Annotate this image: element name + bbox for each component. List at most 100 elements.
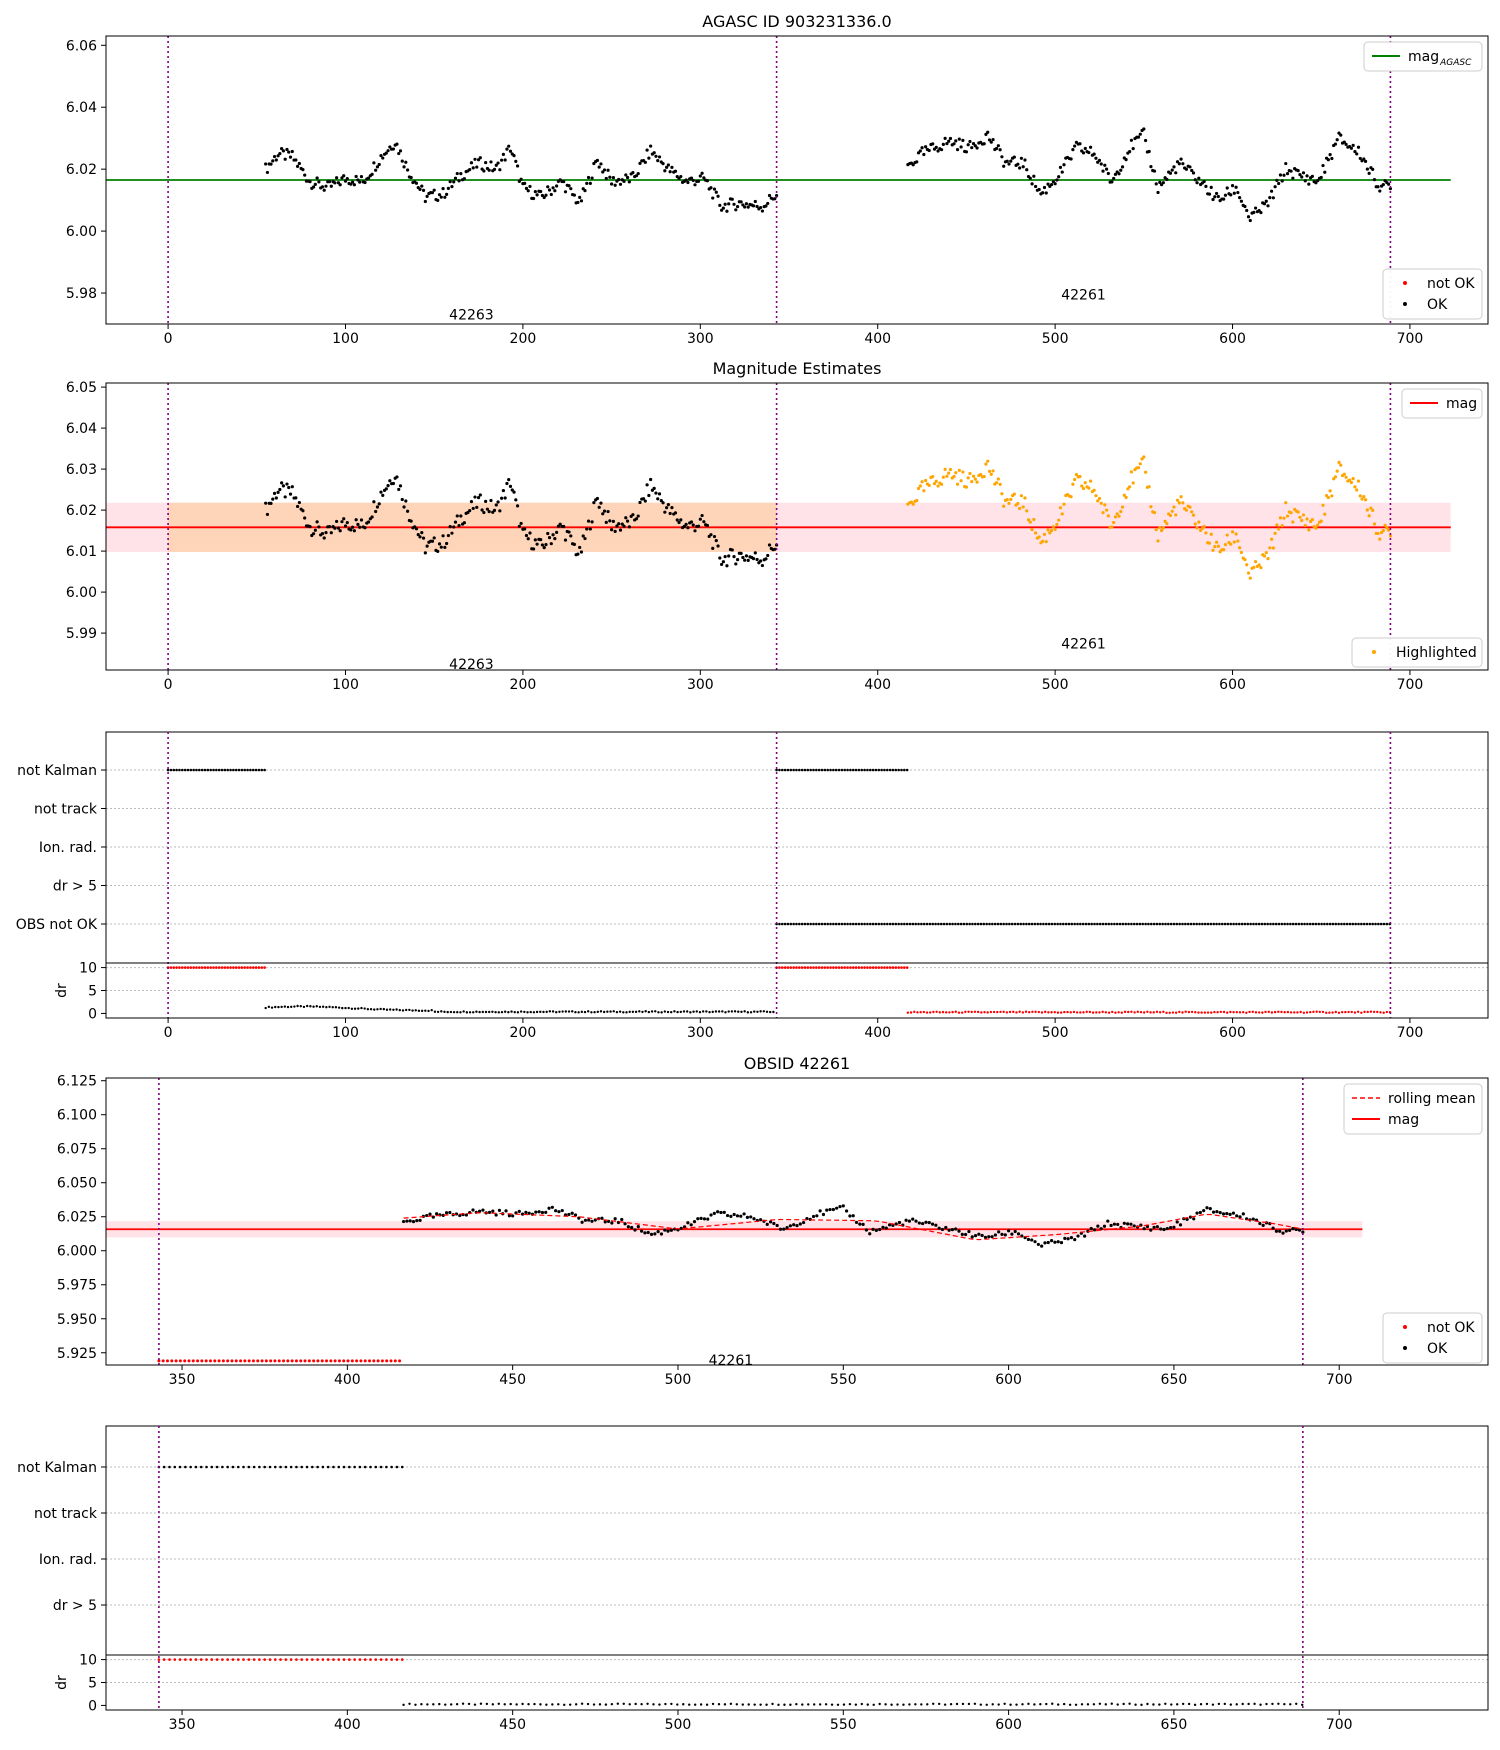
data-point bbox=[802, 1220, 806, 1225]
dr-point bbox=[919, 1010, 922, 1014]
dr-point bbox=[1068, 1703, 1072, 1706]
flag-point bbox=[249, 768, 252, 772]
data-point bbox=[1236, 539, 1240, 543]
dr-point bbox=[1379, 1011, 1382, 1014]
data-point bbox=[441, 534, 445, 538]
dr-point bbox=[404, 1008, 408, 1012]
dr-clipped-point bbox=[257, 966, 261, 969]
data-point bbox=[487, 168, 491, 172]
data-point bbox=[1285, 172, 1290, 176]
data-point bbox=[937, 1226, 941, 1230]
data-point bbox=[329, 184, 333, 188]
flag-point bbox=[1317, 922, 1321, 926]
data-point bbox=[917, 1221, 921, 1225]
dr-point bbox=[1178, 1010, 1181, 1014]
dr-point bbox=[305, 1004, 309, 1008]
data-point bbox=[343, 179, 348, 183]
data-point bbox=[311, 185, 316, 189]
dr-point bbox=[395, 1008, 398, 1011]
dr-point bbox=[812, 1703, 816, 1706]
dr-point bbox=[932, 1702, 935, 1705]
flag-point bbox=[1377, 922, 1380, 926]
data-point bbox=[444, 1211, 449, 1215]
data-point bbox=[388, 479, 392, 483]
data-point bbox=[960, 1232, 964, 1236]
data-point bbox=[482, 510, 486, 515]
data-point bbox=[1326, 158, 1330, 162]
data-point bbox=[931, 475, 935, 479]
data-point bbox=[512, 153, 516, 158]
data-point bbox=[993, 1233, 997, 1237]
flag-point bbox=[1101, 922, 1105, 926]
data-point bbox=[1174, 171, 1178, 175]
data-point bbox=[1358, 156, 1362, 161]
data-point bbox=[665, 506, 669, 510]
dr-point bbox=[1107, 1011, 1111, 1014]
flag-point bbox=[326, 1465, 330, 1469]
data-point bbox=[1223, 193, 1228, 197]
data-point bbox=[471, 166, 475, 170]
data-point bbox=[1128, 149, 1132, 154]
data-point bbox=[907, 1219, 912, 1223]
data-point bbox=[1087, 486, 1091, 490]
data-point bbox=[657, 155, 662, 159]
data-point bbox=[354, 174, 358, 179]
data-point bbox=[1307, 528, 1311, 532]
flag-point bbox=[1033, 922, 1037, 926]
y-tick-label: 6.125 bbox=[57, 1074, 97, 1090]
data-point bbox=[315, 176, 319, 180]
flag-point bbox=[1266, 922, 1269, 926]
dr-clipped-point bbox=[900, 966, 903, 969]
data-point bbox=[1044, 540, 1048, 544]
data-point bbox=[1211, 197, 1215, 202]
dr-point bbox=[440, 1010, 443, 1013]
data-point bbox=[927, 483, 931, 487]
flag-point bbox=[874, 768, 878, 772]
data-point bbox=[590, 176, 594, 180]
flag-point bbox=[888, 922, 892, 926]
flag-point bbox=[178, 1465, 182, 1469]
data-point bbox=[278, 151, 282, 156]
data-point bbox=[941, 142, 945, 146]
data-point bbox=[1251, 1217, 1255, 1221]
data-point bbox=[1231, 1211, 1236, 1215]
dr-point bbox=[1376, 1010, 1379, 1014]
dr-clipped-point bbox=[289, 1658, 293, 1661]
data-point bbox=[524, 186, 529, 190]
flag-point bbox=[1002, 922, 1005, 926]
data-point bbox=[1207, 541, 1212, 545]
data-point bbox=[329, 531, 333, 535]
dr-point bbox=[749, 1011, 753, 1014]
data-point bbox=[964, 485, 969, 489]
not-ok-point bbox=[221, 1359, 225, 1363]
flag-point bbox=[226, 768, 230, 772]
data-point bbox=[714, 539, 718, 543]
flag-point bbox=[395, 1465, 399, 1469]
data-point bbox=[968, 471, 972, 476]
flag-point bbox=[374, 1465, 378, 1469]
dr-point bbox=[1056, 1011, 1060, 1014]
data-point bbox=[421, 188, 426, 192]
data-point bbox=[1197, 176, 1201, 180]
data-point bbox=[1000, 492, 1004, 496]
flag-point bbox=[1291, 922, 1295, 926]
data-point bbox=[1202, 179, 1206, 184]
data-point bbox=[386, 484, 390, 488]
data-point bbox=[384, 151, 388, 155]
data-point bbox=[1257, 563, 1261, 567]
dr-clipped-point bbox=[246, 966, 249, 969]
legend-point-marker bbox=[1403, 1346, 1407, 1350]
data-point bbox=[1181, 162, 1185, 166]
flag-point bbox=[1371, 922, 1374, 926]
not-ok-point bbox=[329, 1359, 333, 1363]
dr-point bbox=[277, 1005, 280, 1009]
dr-point bbox=[366, 1008, 370, 1011]
data-point bbox=[709, 186, 713, 190]
data-point bbox=[583, 189, 587, 193]
data-point bbox=[500, 496, 504, 500]
data-point bbox=[1294, 1227, 1298, 1232]
dr-point bbox=[783, 1703, 786, 1706]
data-point bbox=[1025, 168, 1029, 172]
data-point bbox=[825, 1208, 829, 1212]
